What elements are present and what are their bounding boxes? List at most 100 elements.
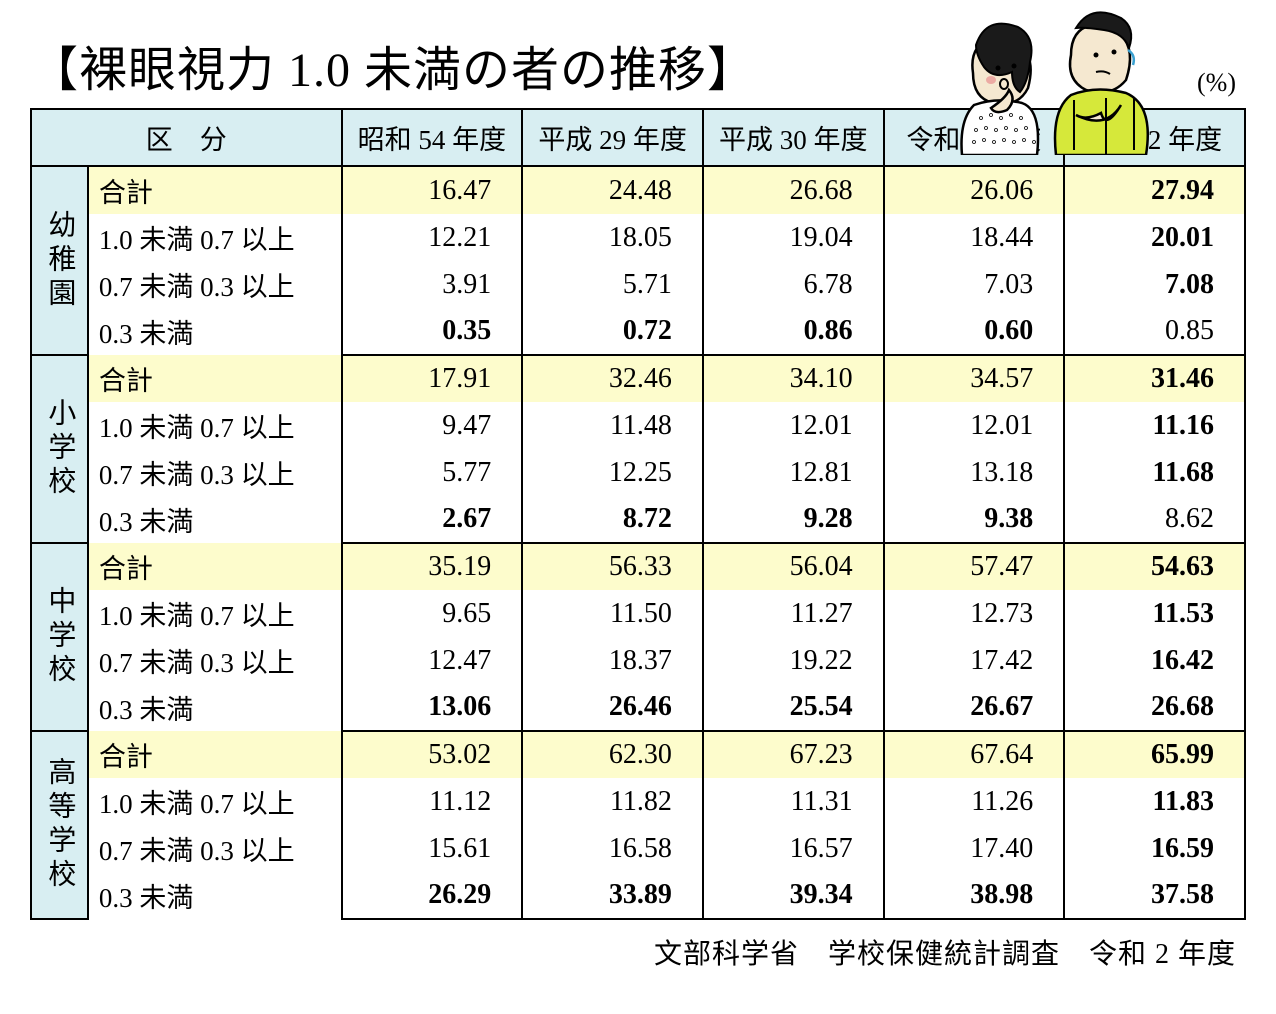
row-label: 0.3 未満 (88, 496, 342, 543)
row-label: 0.7 未満 0.3 以上 (88, 261, 342, 308)
table-row: 1.0 未満 0.7 以上11.1211.8211.3111.2611.83 (31, 778, 1245, 825)
num-cell: 11.83 (1064, 778, 1245, 825)
row-label: 0.7 未満 0.3 以上 (88, 449, 342, 496)
table-row: 0.7 未満 0.3 以上15.6116.5816.5717.4016.59 (31, 825, 1245, 872)
num-cell: 17.42 (884, 637, 1065, 684)
vision-table: 区 分 昭和 54 年度 平成 29 年度 平成 30 年度 令和元年度 令和 … (30, 108, 1246, 920)
col-year-2: 平成 30 年度 (703, 109, 884, 166)
unit-label: (%) (1197, 68, 1236, 98)
num-cell: 20.01 (1064, 214, 1245, 261)
num-cell: 39.34 (703, 872, 884, 919)
row-label: 1.0 未満 0.7 以上 (88, 590, 342, 637)
num-cell: 26.67 (884, 684, 1065, 731)
num-cell: 11.12 (342, 778, 523, 825)
table-row: 1.0 未満 0.7 以上12.2118.0519.0418.4420.01 (31, 214, 1245, 261)
row-label: 1.0 未満 0.7 以上 (88, 402, 342, 449)
num-cell: 9.65 (342, 590, 523, 637)
num-cell: 18.05 (522, 214, 703, 261)
num-cell: 12.47 (342, 637, 523, 684)
num-cell: 53.02 (342, 731, 523, 778)
num-cell: 26.06 (884, 166, 1065, 214)
table-row: 0.3 未満2.678.729.289.388.62 (31, 496, 1245, 543)
num-cell: 17.40 (884, 825, 1065, 872)
num-cell: 11.68 (1064, 449, 1245, 496)
num-cell: 19.04 (703, 214, 884, 261)
col-category: 区 分 (31, 109, 342, 166)
table-row: 1.0 未満 0.7 以上9.4711.4812.0112.0111.16 (31, 402, 1245, 449)
num-cell: 15.61 (342, 825, 523, 872)
num-cell: 0.60 (884, 308, 1065, 355)
row-label: 合計 (88, 543, 342, 590)
num-cell: 13.18 (884, 449, 1065, 496)
num-cell: 56.04 (703, 543, 884, 590)
table-row: 0.7 未満 0.3 以上12.4718.3719.2217.4216.42 (31, 637, 1245, 684)
num-cell: 17.91 (342, 355, 523, 402)
num-cell: 32.46 (522, 355, 703, 402)
num-cell: 0.85 (1064, 308, 1245, 355)
num-cell: 11.48 (522, 402, 703, 449)
num-cell: 35.19 (342, 543, 523, 590)
num-cell: 16.59 (1064, 825, 1245, 872)
num-cell: 8.62 (1064, 496, 1245, 543)
col-year-4: 令和 2 年度 (1064, 109, 1245, 166)
num-cell: 25.54 (703, 684, 884, 731)
row-label: 合計 (88, 731, 342, 778)
num-cell: 67.64 (884, 731, 1065, 778)
table-row: 0.7 未満 0.3 以上5.7712.2512.8113.1811.68 (31, 449, 1245, 496)
num-cell: 12.81 (703, 449, 884, 496)
num-cell: 3.91 (342, 261, 523, 308)
num-cell: 5.77 (342, 449, 523, 496)
num-cell: 7.03 (884, 261, 1065, 308)
num-cell: 18.37 (522, 637, 703, 684)
table-row: 0.3 未満26.2933.8939.3438.9837.58 (31, 872, 1245, 919)
num-cell: 65.99 (1064, 731, 1245, 778)
table-row: 高等学校合計53.0262.3067.2367.6465.99 (31, 731, 1245, 778)
row-label: 0.3 未満 (88, 872, 342, 919)
num-cell: 26.46 (522, 684, 703, 731)
table-row: 中学校合計35.1956.3356.0457.4754.63 (31, 543, 1245, 590)
num-cell: 0.35 (342, 308, 523, 355)
col-year-1: 平成 29 年度 (522, 109, 703, 166)
num-cell: 9.38 (884, 496, 1065, 543)
num-cell: 26.29 (342, 872, 523, 919)
num-cell: 18.44 (884, 214, 1065, 261)
num-cell: 7.08 (1064, 261, 1245, 308)
group-header: 中学校 (31, 543, 88, 731)
num-cell: 11.50 (522, 590, 703, 637)
num-cell: 24.48 (522, 166, 703, 214)
num-cell: 12.73 (884, 590, 1065, 637)
num-cell: 12.01 (703, 402, 884, 449)
num-cell: 9.47 (342, 402, 523, 449)
row-label: 0.3 未満 (88, 308, 342, 355)
num-cell: 67.23 (703, 731, 884, 778)
row-label: 合計 (88, 355, 342, 402)
num-cell: 13.06 (342, 684, 523, 731)
num-cell: 11.26 (884, 778, 1065, 825)
page-title: 【裸眼視力 1.0 未満の者の推移】 (30, 30, 756, 100)
row-label: 合計 (88, 166, 342, 214)
num-cell: 62.30 (522, 731, 703, 778)
num-cell: 31.46 (1064, 355, 1245, 402)
num-cell: 2.67 (342, 496, 523, 543)
num-cell: 0.72 (522, 308, 703, 355)
row-label: 0.7 未満 0.3 以上 (88, 637, 342, 684)
num-cell: 16.57 (703, 825, 884, 872)
num-cell: 5.71 (522, 261, 703, 308)
num-cell: 16.47 (342, 166, 523, 214)
num-cell: 38.98 (884, 872, 1065, 919)
num-cell: 16.42 (1064, 637, 1245, 684)
table-row: 1.0 未満 0.7 以上9.6511.5011.2712.7311.53 (31, 590, 1245, 637)
num-cell: 11.27 (703, 590, 884, 637)
num-cell: 37.58 (1064, 872, 1245, 919)
group-header: 幼稚園 (31, 166, 88, 355)
num-cell: 12.21 (342, 214, 523, 261)
num-cell: 56.33 (522, 543, 703, 590)
num-cell: 6.78 (703, 261, 884, 308)
table-row: 0.3 未満0.350.720.860.600.85 (31, 308, 1245, 355)
table-row: 小学校合計17.9132.4634.1034.5731.46 (31, 355, 1245, 402)
group-header: 小学校 (31, 355, 88, 543)
row-label: 0.7 未満 0.3 以上 (88, 825, 342, 872)
table-row: 0.3 未満13.0626.4625.5426.6726.68 (31, 684, 1245, 731)
num-cell: 34.10 (703, 355, 884, 402)
table-header-row: 区 分 昭和 54 年度 平成 29 年度 平成 30 年度 令和元年度 令和 … (31, 109, 1245, 166)
